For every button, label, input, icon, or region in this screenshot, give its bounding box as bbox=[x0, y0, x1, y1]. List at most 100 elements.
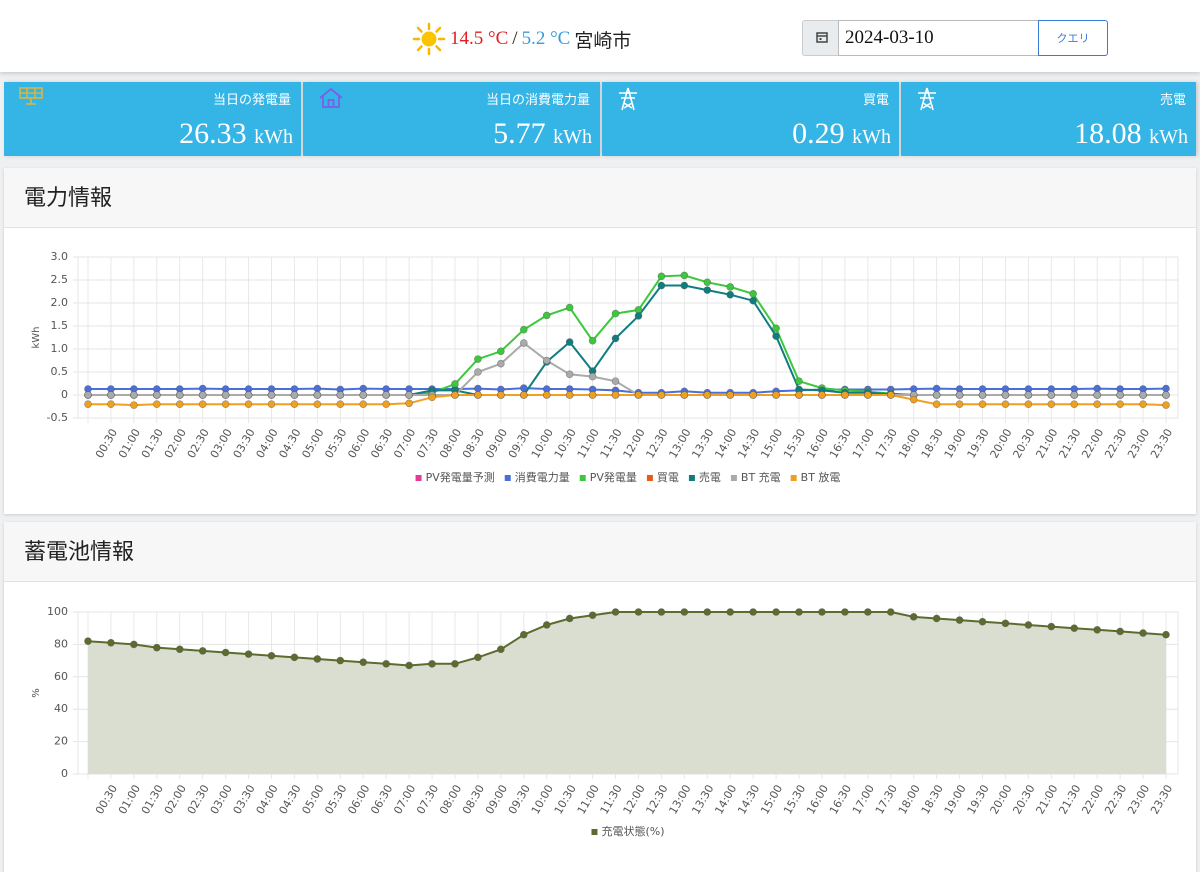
x-tick-label: 05:00 bbox=[299, 783, 326, 817]
x-tick-label: 23:00 bbox=[1125, 427, 1152, 461]
point bbox=[955, 400, 964, 408]
point bbox=[818, 391, 826, 399]
y-tick-label: -0.5 bbox=[47, 411, 68, 424]
point bbox=[474, 653, 482, 662]
point bbox=[955, 616, 964, 624]
unit: kWh bbox=[852, 126, 891, 148]
x-tick-label: 01:00 bbox=[116, 427, 143, 461]
tile: 当日の発電量 26.33 kWh bbox=[4, 82, 301, 156]
point bbox=[588, 336, 597, 345]
legend-swatch bbox=[579, 475, 586, 481]
line bbox=[88, 387, 1167, 394]
x-tick-label: 14:00 bbox=[712, 427, 739, 461]
unit: kWh bbox=[254, 126, 293, 148]
point bbox=[405, 399, 413, 408]
point bbox=[542, 391, 551, 399]
line bbox=[88, 394, 1167, 407]
tile-value: 18.08 kWh bbox=[1074, 117, 1188, 151]
x-tick-label: 18:30 bbox=[919, 427, 946, 461]
point bbox=[542, 356, 551, 365]
point bbox=[244, 400, 253, 408]
legend-label: BT 充電 bbox=[741, 471, 781, 484]
x-tick-label: 01:30 bbox=[139, 427, 166, 461]
x-tick-label: 05:30 bbox=[322, 783, 349, 817]
point bbox=[611, 309, 620, 318]
point bbox=[634, 391, 643, 399]
point bbox=[726, 283, 735, 291]
x-tick-label: 19:30 bbox=[965, 427, 992, 461]
point bbox=[313, 655, 322, 663]
x-tick-label: 15:30 bbox=[781, 427, 808, 461]
x-tick-label: 22:30 bbox=[1102, 783, 1129, 817]
x-tick-label: 08:00 bbox=[437, 783, 464, 817]
point bbox=[497, 347, 505, 356]
point bbox=[726, 608, 735, 616]
point bbox=[336, 656, 345, 665]
x-tick-label: 11:00 bbox=[575, 427, 602, 461]
x-tick-label: 02:30 bbox=[185, 427, 212, 461]
point bbox=[1024, 391, 1033, 399]
point bbox=[84, 391, 92, 399]
point bbox=[474, 391, 482, 399]
point bbox=[474, 368, 482, 376]
house-icon bbox=[319, 87, 343, 108]
point bbox=[382, 391, 390, 399]
x-tick-label: 05:30 bbox=[322, 427, 349, 461]
point bbox=[749, 391, 757, 399]
point bbox=[451, 660, 459, 668]
point bbox=[978, 617, 987, 626]
point bbox=[153, 400, 161, 408]
x-tick-label: 08:30 bbox=[460, 783, 487, 817]
city: 宮崎市 bbox=[574, 30, 632, 52]
y-tick-label: 1.5 bbox=[51, 319, 69, 332]
point bbox=[749, 296, 757, 305]
point bbox=[405, 661, 413, 670]
point bbox=[1070, 624, 1079, 633]
point bbox=[657, 391, 666, 399]
point bbox=[588, 611, 597, 620]
separator: / bbox=[512, 28, 518, 49]
calendar-icon[interactable] bbox=[802, 20, 839, 56]
battery-panel: 蓄電池情報 0 20 40 60 80 100% 00:30 01:00 01:30 02:00 0… bbox=[4, 522, 1196, 872]
legend-swatch bbox=[591, 829, 598, 835]
point bbox=[657, 281, 666, 290]
point bbox=[244, 391, 253, 399]
point bbox=[703, 286, 712, 294]
query-button[interactable]: クエリ bbox=[1038, 20, 1108, 56]
x-tick-label: 22:00 bbox=[1079, 427, 1106, 461]
point bbox=[382, 660, 390, 668]
y-tick-label: 3.0 bbox=[51, 250, 69, 263]
point bbox=[886, 608, 895, 616]
point bbox=[130, 640, 138, 649]
point bbox=[1001, 619, 1010, 628]
tile: 売電 18.08 kWh bbox=[901, 82, 1196, 156]
point bbox=[932, 384, 941, 393]
point bbox=[474, 384, 482, 393]
x-tick-label: 23:30 bbox=[1148, 427, 1175, 461]
point bbox=[519, 630, 528, 639]
x-tick-label: 13:00 bbox=[666, 783, 693, 817]
point bbox=[932, 614, 941, 623]
solar-icon bbox=[19, 87, 43, 105]
chart: -0.5 0 0.5 1.0 1.5 2.0 2.5 3.0 kWh 00:3001:0001:3… bbox=[31, 250, 1179, 484]
x-tick-label: 15:00 bbox=[758, 427, 785, 461]
point bbox=[1116, 391, 1124, 399]
point bbox=[336, 391, 345, 399]
point bbox=[107, 638, 115, 647]
x-tick-label: 01:30 bbox=[139, 783, 166, 817]
x-tick-label: 13:00 bbox=[666, 427, 693, 461]
x-tick-label: 08:00 bbox=[437, 427, 464, 461]
point bbox=[84, 400, 92, 408]
date-input[interactable]: 2024-03-10 bbox=[838, 20, 1039, 56]
point bbox=[198, 400, 207, 408]
point bbox=[198, 384, 207, 393]
x-tick-label: 01:00 bbox=[116, 783, 143, 817]
tile-label: 当日の発電量 bbox=[212, 93, 291, 108]
x-tick-label: 04:30 bbox=[277, 427, 304, 461]
x-tick-label: 14:30 bbox=[735, 783, 762, 817]
point bbox=[290, 391, 299, 399]
point bbox=[634, 608, 643, 616]
point bbox=[451, 391, 459, 399]
point bbox=[1024, 400, 1033, 408]
